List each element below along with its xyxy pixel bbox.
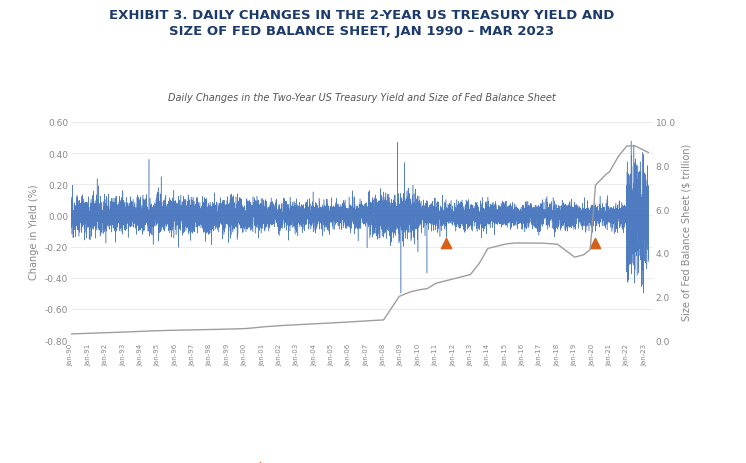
Y-axis label: Change in Yield (%): Change in Yield (%): [29, 184, 39, 279]
Point: [440, 240, 452, 248]
Point: [589, 240, 601, 248]
Legend: Daily Change in Two-Year UST Yield, S&P Downgrade of US (2011) and Onset of Covi: Daily Change in Two-Year UST Yield, S&P …: [72, 462, 651, 463]
Text: Daily Changes in the Two-Year US Treasury Yield and Size of Fed Balance Sheet: Daily Changes in the Two-Year US Treasur…: [168, 93, 556, 103]
Text: EXHIBIT 3. DAILY CHANGES IN THE 2-YEAR US TREASURY YIELD AND
SIZE OF FED BALANCE: EXHIBIT 3. DAILY CHANGES IN THE 2-YEAR U…: [109, 9, 615, 38]
Y-axis label: Size of Fed Balance Sheet ($ trillion): Size of Fed Balance Sheet ($ trillion): [681, 143, 692, 320]
